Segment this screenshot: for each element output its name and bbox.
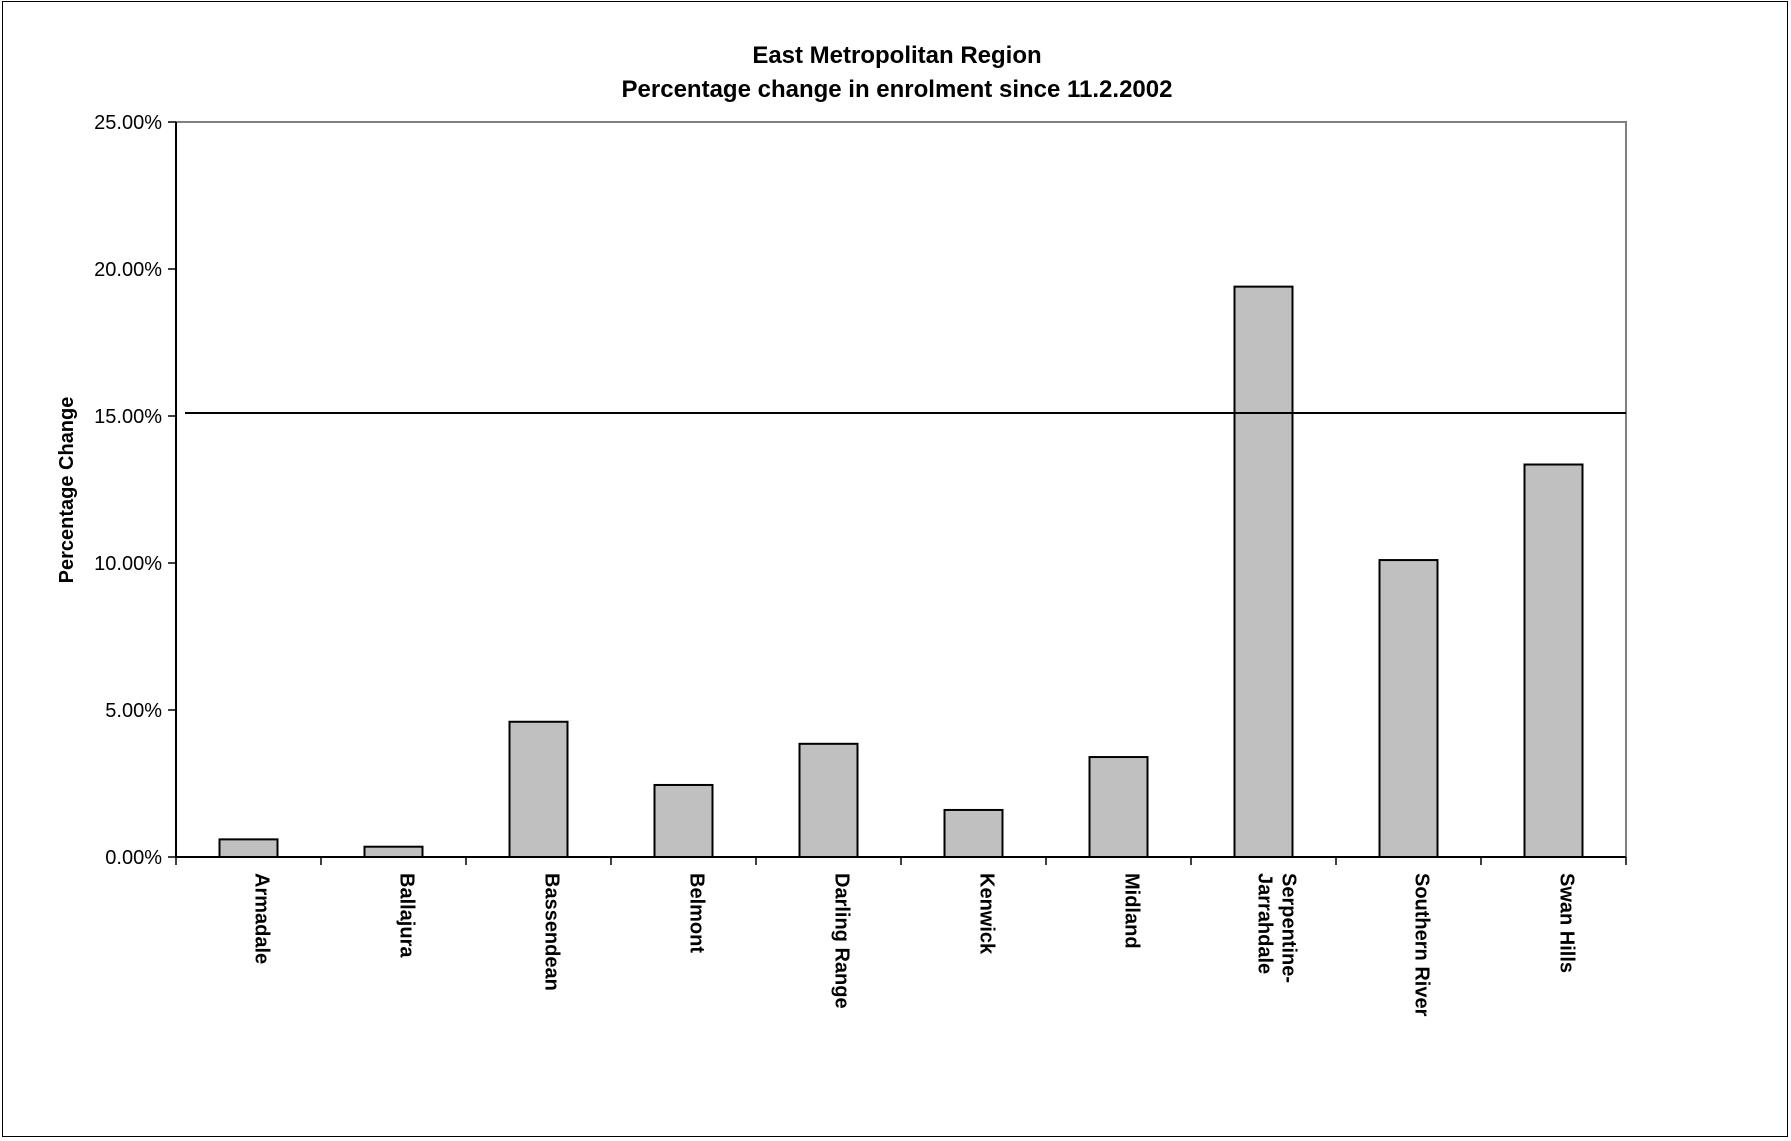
- x-tick-label: Belmont: [686, 873, 708, 953]
- bar: [1088, 756, 1149, 858]
- x-tick-label: Midland: [1121, 873, 1143, 949]
- y-axis-label: Percentage Change: [56, 397, 78, 584]
- x-tick-label-line: Jarrahdale: [1254, 873, 1276, 974]
- x-tick-label-line: Kenwick: [976, 873, 998, 955]
- y-tick-label: 10.00%: [94, 553, 162, 575]
- x-tick-label: Armadale: [251, 873, 273, 964]
- y-tick-label: 5.00%: [105, 700, 162, 722]
- bar: [1523, 463, 1584, 858]
- y-tick-label: 25.00%: [94, 112, 162, 134]
- y-axis-ticks: 0.00% 5.00% 10.00% 15.00% 20.00% 25.00%: [94, 112, 176, 869]
- bar: [653, 783, 714, 858]
- x-tick-label-line: Bassendean: [541, 873, 563, 991]
- bar: [1378, 559, 1439, 858]
- x-tick-label: Serpentine-Jarrahdale: [1254, 873, 1300, 983]
- bar: [943, 808, 1004, 859]
- x-tick-label: Kenwick: [976, 873, 998, 955]
- x-tick-label: Southern River: [1411, 873, 1433, 1017]
- y-tick-label: 15.00%: [94, 406, 162, 428]
- x-tick-label-line: Belmont: [686, 873, 708, 953]
- bar: [363, 845, 424, 859]
- x-tick-label: Darling Range: [831, 873, 853, 1009]
- x-tick-label-line: Swan Hills: [1556, 873, 1578, 973]
- y-tick-label: 0.00%: [105, 847, 162, 869]
- chart-title: East Metropolitan Region: [752, 42, 1041, 69]
- x-tick-label: Bassendean: [541, 873, 563, 991]
- bar: [508, 720, 569, 859]
- bar: [1233, 285, 1294, 858]
- x-tick-label-line: Darling Range: [831, 873, 853, 1009]
- chart-subtitle: Percentage change in enrolment since 11.…: [622, 76, 1173, 103]
- bar: [798, 742, 859, 858]
- x-tick-label-line: Southern River: [1411, 873, 1433, 1017]
- x-tick-label-line: Armadale: [251, 873, 273, 964]
- bars: [218, 285, 1584, 859]
- x-axis-ticks: Armadale Ballajura Bassendean Belmont Darlin…: [175, 857, 1627, 1017]
- x-tick-label-line: Midland: [1121, 873, 1143, 949]
- x-tick-label-line: Serpentine-: [1278, 873, 1300, 983]
- x-tick-label-line: Ballajura: [396, 873, 418, 958]
- x-tick-label: Ballajura: [396, 873, 418, 958]
- x-tick-label: Swan Hills: [1556, 873, 1578, 973]
- y-tick-label: 20.00%: [94, 259, 162, 281]
- bar: [218, 838, 279, 858]
